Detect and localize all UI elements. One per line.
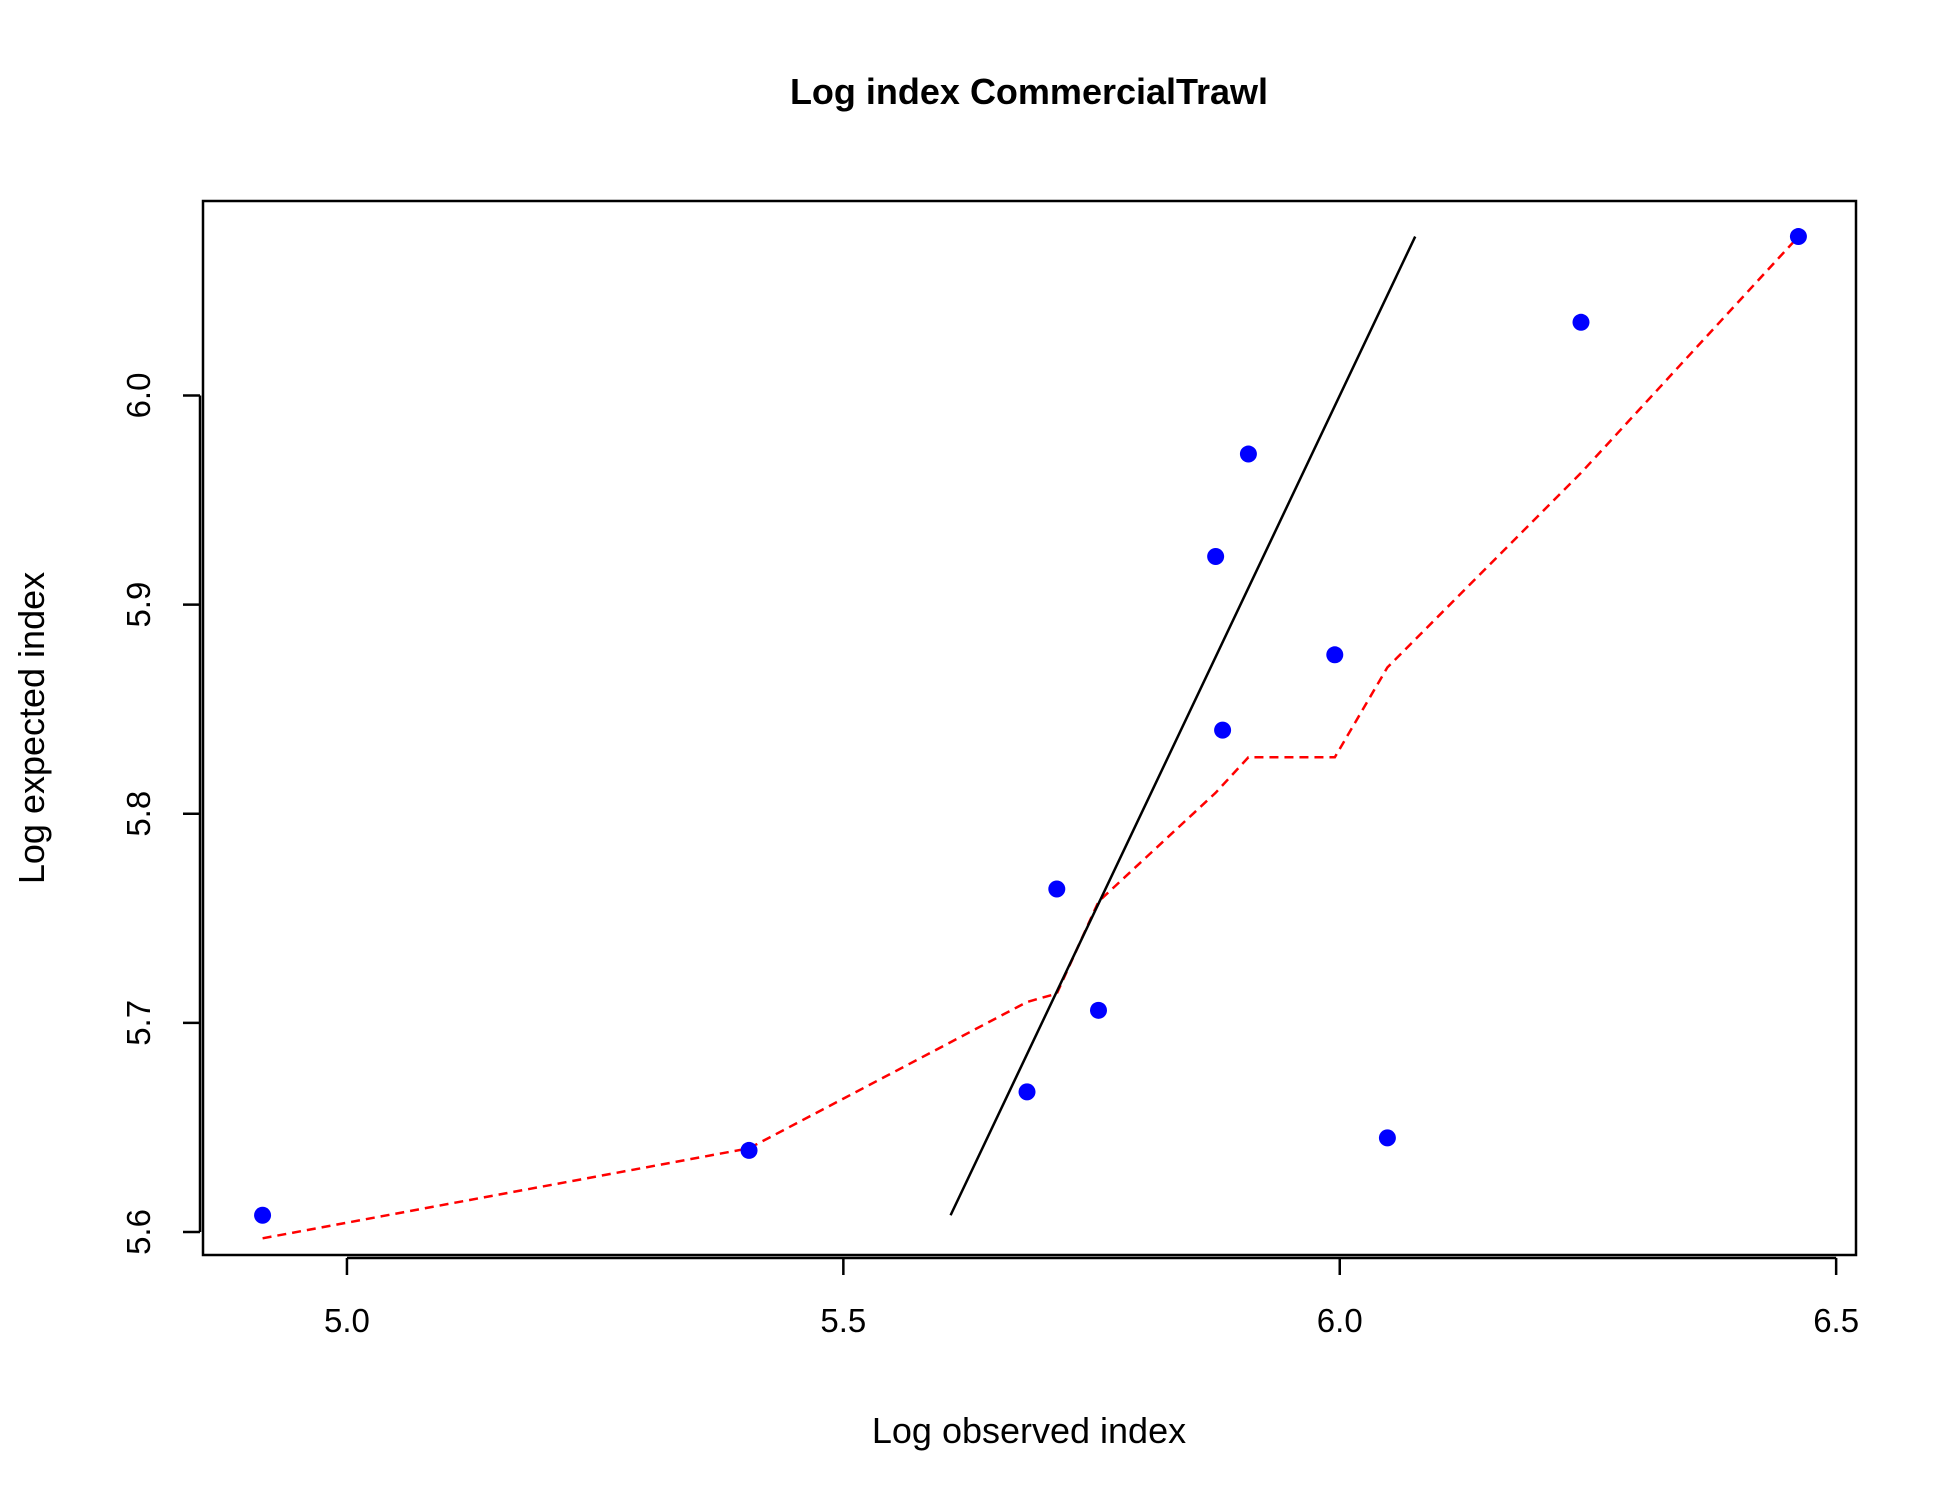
data-point-5	[1089, 1001, 1107, 1019]
x-tick-label: 6.5	[1813, 1302, 1859, 1339]
y-tick-label: 6.0	[120, 373, 157, 419]
y-tick-label: 5.8	[120, 791, 157, 837]
data-point-10	[1378, 1129, 1396, 1147]
y-tick-label: 5.9	[120, 582, 157, 628]
smoother-line	[262, 235, 1800, 1240]
data-point-11	[1572, 313, 1590, 331]
x-tick-label: 5.5	[820, 1302, 866, 1339]
y-tick-label: 5.6	[120, 1209, 157, 1255]
data-point-8	[1239, 445, 1257, 463]
data-point-9	[1326, 646, 1344, 664]
chart-title: Log index CommercialTrawl	[790, 71, 1268, 112]
y-axis-label: Log expected index	[11, 572, 52, 884]
data-point-2	[740, 1141, 758, 1159]
x-tick-label: 5.0	[324, 1302, 370, 1339]
plot-frame	[201, 199, 1858, 1257]
plot-marks	[254, 228, 1807, 1240]
x-axis: 5.0 5.5 6.0 6.5	[324, 1256, 1859, 1339]
data-point-3	[1018, 1083, 1036, 1101]
x-tick-label: 6.0	[1317, 1302, 1363, 1339]
data-point-1	[254, 1206, 272, 1224]
x-axis-label: Log observed index	[872, 1410, 1186, 1451]
y-axis: 5.6 5.7 5.8 5.9 6.0	[120, 373, 202, 1255]
data-point-12	[1789, 228, 1807, 246]
reference-line	[949, 236, 1417, 1216]
data-point-6	[1207, 548, 1225, 566]
data-point-7	[1214, 721, 1232, 739]
y-tick-label: 5.7	[120, 1000, 157, 1046]
data-point-4	[1048, 880, 1066, 898]
